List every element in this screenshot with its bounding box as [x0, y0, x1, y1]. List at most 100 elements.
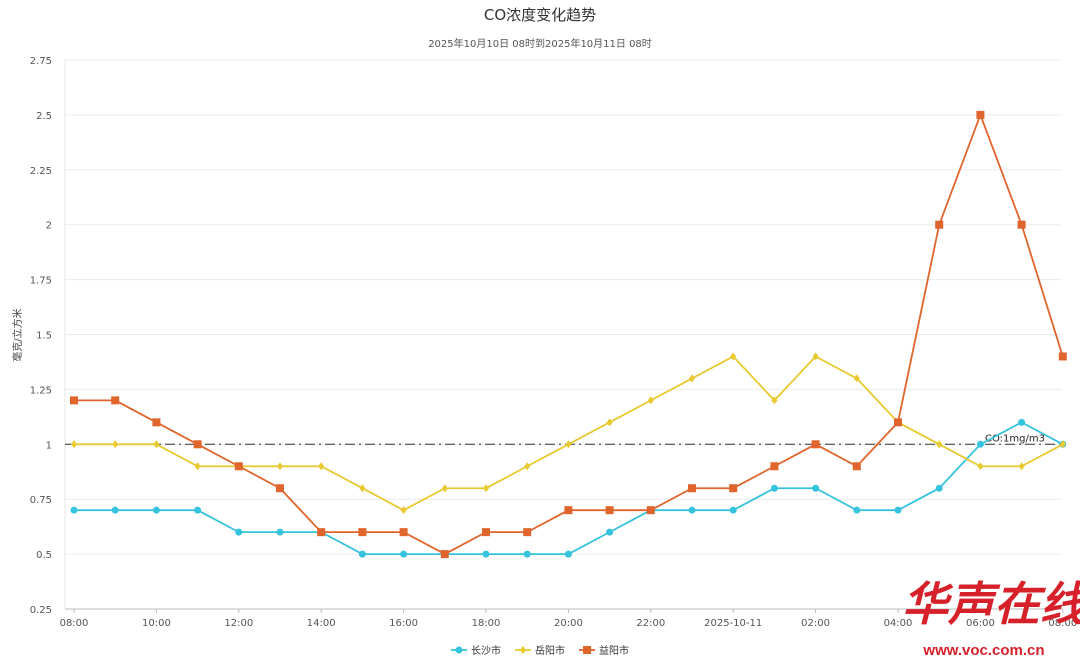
data-point [70, 506, 78, 514]
data-point [853, 374, 860, 383]
data-point [276, 484, 284, 493]
data-point [606, 418, 613, 427]
data-point [729, 484, 738, 493]
data-point [399, 528, 408, 537]
legend-label: 益阳市 [599, 644, 629, 657]
legend-marker [583, 646, 591, 654]
x-tick-label: 18:00 [472, 618, 501, 629]
series-line [74, 355, 1064, 512]
legend-label: 岳阳市 [535, 644, 565, 657]
data-point [812, 352, 819, 361]
data-point [935, 484, 943, 492]
x-tick-label: 06:00 [966, 618, 995, 629]
data-point [1018, 418, 1026, 426]
grid-lines [64, 59, 1062, 610]
x-tick-label: 14:00 [307, 618, 336, 629]
data-point [523, 528, 532, 537]
data-point [524, 462, 531, 471]
data-point [1058, 352, 1067, 361]
y-tick-label: 2.75 [30, 56, 52, 67]
data-point [111, 396, 120, 405]
data-point [440, 550, 449, 559]
data-point [359, 484, 366, 493]
x-tick-label: 08:00 [1048, 618, 1077, 629]
y-axis-label: 毫克/立方米 [11, 308, 24, 361]
data-point [647, 396, 654, 405]
data-point [688, 506, 696, 514]
data-point [1018, 462, 1025, 471]
watermark-url: www.voc.com.cn [922, 642, 1044, 659]
data-point [70, 396, 78, 405]
x-tick-label: 2025-10-11 [704, 618, 762, 629]
data-point [317, 528, 326, 537]
data-point [977, 462, 984, 471]
x-tick-label: 10:00 [142, 618, 171, 629]
chart-subtitle: 2025年10月10日 08时到2025年10月11日 08时 [428, 37, 652, 50]
x-tick-label: 04:00 [884, 618, 913, 629]
data-point [730, 352, 737, 361]
data-point [482, 528, 490, 537]
data-point [936, 440, 943, 449]
legend-item: 长沙市 [451, 644, 501, 657]
data-point [812, 484, 820, 492]
data-point [234, 462, 243, 471]
data-point [483, 484, 489, 493]
x-tick-label: 02:00 [801, 618, 830, 629]
watermark-logo-text: 华声在线 [902, 577, 1080, 631]
data-point [646, 506, 655, 515]
data-point [853, 506, 861, 514]
data-point [688, 484, 696, 493]
data-point [358, 528, 367, 537]
data-point [441, 484, 448, 493]
y-tick-label: 0.5 [36, 550, 52, 561]
data-point [689, 374, 695, 383]
x-tick-label: 22:00 [636, 618, 665, 629]
data-point [152, 506, 160, 514]
x-axis-ticks: 08:00 10:00 12:00 14:00 16:00 18:00 20:00 22:00… [60, 609, 1077, 629]
data-point [400, 550, 408, 558]
data-point [194, 462, 201, 471]
y-tick-label: 0.75 [30, 495, 52, 506]
data-point [565, 440, 572, 449]
y-tick-label: 1 [46, 440, 52, 451]
legend-item: 岳阳市 [515, 644, 565, 657]
data-point [153, 440, 160, 449]
data-point [770, 462, 779, 471]
series-3 [70, 110, 1067, 559]
y-axis-ticks: 0.25 0.5 0.75 1 1.25 1.5 1.75 2 2.25 2.5 2.75 [30, 56, 52, 616]
y-tick-label: 1.25 [30, 385, 52, 396]
x-tick-label: 08:00 [60, 618, 89, 629]
y-tick-label: 2.5 [36, 111, 52, 122]
legend-marker [455, 646, 463, 654]
data-point [111, 506, 119, 514]
data-point [729, 506, 737, 514]
y-tick-label: 0.25 [30, 605, 52, 616]
y-tick-label: 1.75 [30, 276, 52, 287]
reference-line-group: CO:1mg/m3 [65, 433, 1062, 445]
x-tick-label: 16:00 [389, 618, 418, 629]
y-tick-label: 2 [46, 221, 52, 232]
reference-line-label: CO:1mg/m3 [985, 433, 1045, 444]
series-lines [70, 110, 1067, 559]
data-point [1017, 220, 1026, 229]
data-point [523, 550, 531, 558]
data-point [852, 462, 861, 471]
data-point [358, 550, 366, 558]
data-point [894, 506, 902, 514]
watermark: 华声在线 www.voc.com.cn [902, 577, 1080, 659]
y-tick-label: 1.5 [36, 331, 52, 342]
legend-marker [520, 646, 526, 654]
data-point [564, 550, 572, 558]
data-point [318, 462, 325, 471]
data-point [400, 506, 407, 515]
data-point [771, 396, 778, 405]
data-point [482, 550, 490, 558]
data-point [152, 418, 161, 427]
data-point [770, 484, 778, 492]
y-tick-label: 2.25 [30, 166, 52, 177]
data-point [276, 528, 284, 536]
data-point [71, 440, 77, 449]
data-point [606, 528, 614, 536]
data-point [976, 440, 984, 448]
